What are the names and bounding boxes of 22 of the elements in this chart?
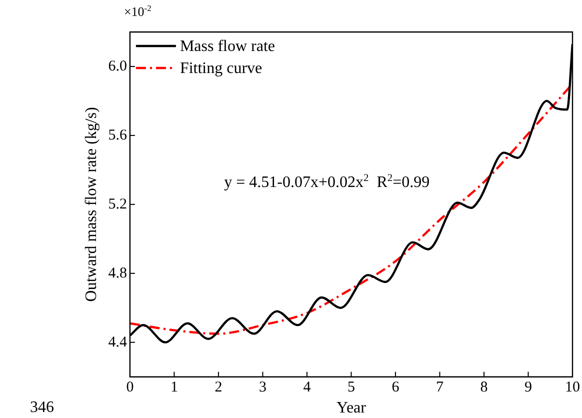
x-tick-label: 1 — [170, 380, 178, 396]
x-tick-label: 9 — [524, 380, 532, 396]
y-tick-label: 5.6 — [108, 127, 128, 144]
x-tick-label: 0 — [126, 380, 134, 396]
x-tick-label: 7 — [436, 380, 444, 396]
y-tick-label: 4.8 — [108, 265, 127, 282]
x-tick-label: 4 — [303, 380, 312, 396]
y-axis-title: Outward mass flow rate (kg/s) — [82, 107, 100, 302]
text: 346 — [30, 399, 54, 416]
line-series — [130, 82, 572, 335]
y-tick-label: 4.4 — [108, 334, 128, 350]
x-tick-label: 3 — [258, 380, 266, 396]
legend-label: Fitting curve — [180, 60, 262, 77]
x-axis-title: Year — [336, 400, 367, 417]
x-tick-label: 2 — [214, 380, 222, 396]
x-tick-label: 10 — [565, 380, 580, 396]
legend-label: Mass flow rate — [180, 38, 276, 55]
x-tick-label: 6 — [392, 380, 400, 396]
x-tick-label: 5 — [347, 380, 355, 396]
y-tick-label: 6.0 — [108, 58, 127, 74]
x-tick-label: 8 — [480, 380, 488, 396]
y-tick-label: 5.2 — [108, 196, 127, 212]
